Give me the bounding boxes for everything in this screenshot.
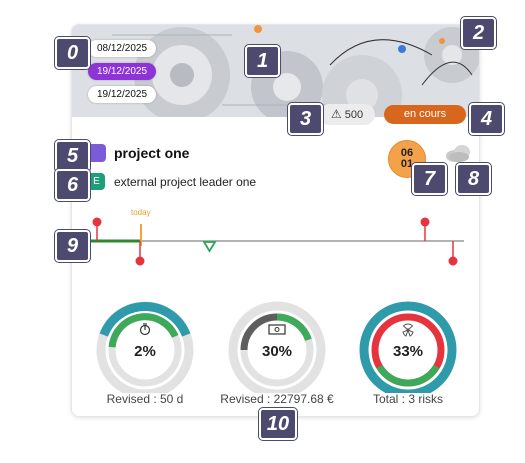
budget-percent: 30% — [261, 343, 293, 360]
project-card[interactable]: 08/12/2025 19/12/2025 19/12/2025 ⚠ 500 e… — [71, 24, 480, 417]
date-circle-line2: 01 — [400, 158, 414, 170]
start-date-pill: 08/12/2025 — [88, 40, 156, 57]
project-color-square — [88, 144, 106, 162]
kpi-rings — [96, 301, 457, 393]
leader-initial-badge: E — [88, 173, 105, 190]
status-badge[interactable]: en cours — [384, 105, 466, 124]
cloud-icon[interactable] — [443, 142, 473, 164]
project-name[interactable]: project one — [114, 145, 190, 161]
revised-date-pill: 19/12/2025 — [88, 63, 156, 80]
alert-badge[interactable]: ⚠ 500 — [319, 104, 375, 125]
budget-ring[interactable] — [228, 301, 326, 393]
duration-percent: 2% — [134, 343, 156, 360]
annotation-3: 3 — [288, 103, 323, 135]
end-date-pill: 19/12/2025 — [88, 86, 156, 103]
duration-ring[interactable] — [96, 301, 194, 393]
annotation-8: 8 — [456, 163, 491, 195]
money-icon — [268, 324, 286, 335]
annotation-0: 0 — [55, 37, 90, 69]
timeline — [87, 217, 464, 266]
warning-icon: ⚠ — [330, 107, 342, 121]
radiation-icon — [402, 323, 414, 337]
annotation-9: 9 — [55, 230, 90, 262]
stopwatch-icon — [139, 323, 151, 336]
risks-ring[interactable] — [359, 301, 457, 393]
checkpoint-triangle-icon[interactable] — [202, 241, 217, 253]
annotation-6: 6 — [55, 169, 90, 201]
annotation-7: 7 — [412, 163, 447, 195]
project-leader-name[interactable]: external project leader one — [114, 175, 257, 189]
annotation-2: 2 — [461, 17, 496, 49]
risks-label: Total : 3 risks — [372, 392, 444, 406]
annotation-5: 5 — [55, 140, 90, 172]
date-circle-line1: 06 — [400, 147, 414, 159]
milestone-marker[interactable] — [420, 217, 430, 227]
annotation-4: 4 — [469, 103, 504, 135]
alert-count: 500 — [344, 109, 364, 121]
milestone-marker[interactable] — [448, 256, 458, 266]
budget-label: Revised : 22797.68 € — [220, 392, 334, 406]
duration-label: Revised : 50 d — [106, 392, 184, 406]
milestone-marker[interactable] — [92, 217, 102, 227]
milestone-marker[interactable] — [135, 256, 145, 266]
annotation-10: 10 — [259, 408, 297, 440]
today-label: today — [131, 208, 151, 217]
annotation-1: 1 — [245, 45, 280, 77]
risks-percent: 33% — [392, 343, 424, 360]
